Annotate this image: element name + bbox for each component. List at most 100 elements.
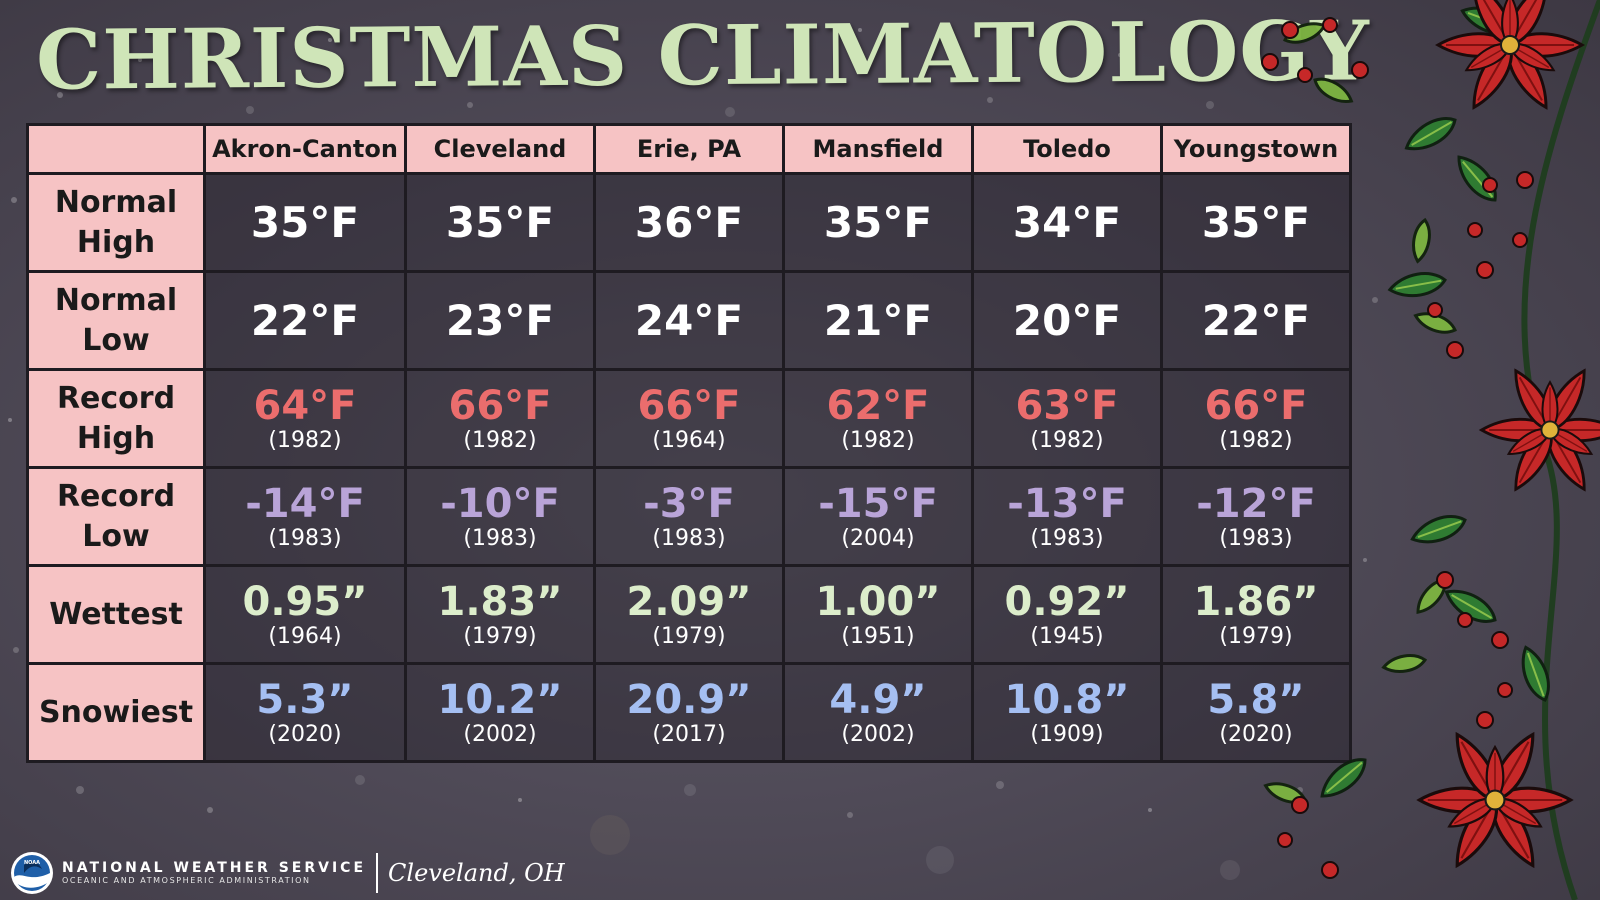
data-cell: 36°F: [593, 172, 785, 273]
cell-value: 34°F: [1012, 197, 1122, 247]
cell-year: (1983): [1219, 525, 1293, 551]
cell-year: (1982): [268, 427, 342, 453]
cell-value: 23°F: [445, 295, 555, 345]
cell-year: (1964): [652, 427, 726, 453]
data-cell: 0.92” (1945): [971, 564, 1163, 665]
cell-value: 21°F: [823, 295, 933, 345]
cell-year: (1951): [841, 623, 915, 649]
column-header-erie: Erie, PA: [593, 123, 785, 175]
cell-year: (1982): [1219, 427, 1293, 453]
column-header-youngstown: Youngstown: [1160, 123, 1352, 175]
data-cell: 21°F: [782, 270, 974, 371]
climatology-table: Akron-Canton Cleveland Erie, PA Mansfiel…: [26, 123, 1352, 763]
table-row: Normal High 35°F 35°F 36°F 35°F 34°F 35°F: [26, 172, 1352, 273]
data-cell: 22°F: [203, 270, 407, 371]
cell-value: 64°F: [253, 382, 357, 429]
cell-value: -3°F: [643, 480, 735, 527]
row-header-line: Record: [56, 380, 176, 416]
data-cell: 1.83” (1979): [404, 564, 596, 665]
page-title: CHRISTMAS CLIMATOLOGY: [35, 3, 1371, 109]
cell-year: (1979): [463, 623, 537, 649]
data-cell: 66°F (1982): [404, 368, 596, 469]
cell-value: 35°F: [1201, 197, 1311, 247]
cell-year: (1983): [652, 525, 726, 551]
cell-value: 10.2”: [437, 676, 563, 723]
cell-value: 4.9”: [829, 676, 927, 723]
header-row: Akron-Canton Cleveland Erie, PA Mansfiel…: [26, 123, 1352, 175]
cell-value: 0.95”: [242, 578, 368, 625]
cell-value: 5.3”: [256, 676, 354, 723]
cell-value: 20.9”: [626, 676, 752, 723]
cell-year: (2002): [463, 721, 537, 747]
cell-value: 0.92”: [1004, 578, 1130, 625]
cell-year: (1979): [652, 623, 726, 649]
data-cell: 5.8” (2020): [1160, 662, 1352, 763]
data-cell: 20°F: [971, 270, 1163, 371]
cell-year: (1909): [1030, 721, 1104, 747]
cell-value: 36°F: [634, 197, 744, 247]
cell-year: (1983): [463, 525, 537, 551]
cell-value: 22°F: [1201, 295, 1311, 345]
data-cell: 35°F: [203, 172, 407, 273]
noaa-logo-icon: NOAA: [11, 852, 53, 894]
cell-year: (1983): [268, 525, 342, 551]
data-cell: 0.95” (1964): [203, 564, 407, 665]
footer-branding: NOAA NATIONAL WEATHER SERVICE OCEANIC AN…: [10, 848, 565, 898]
data-cell: 4.9” (2002): [782, 662, 974, 763]
data-cell: 63°F (1982): [971, 368, 1163, 469]
cell-value: 24°F: [634, 295, 744, 345]
table-row: Record High 64°F (1982) 66°F (1982) 66°F (1964)…: [26, 368, 1352, 469]
data-cell: 22°F: [1160, 270, 1352, 371]
data-cell: 66°F (1964): [593, 368, 785, 469]
row-header-line: Snowiest: [38, 694, 194, 730]
row-header-line: Wettest: [49, 596, 183, 632]
data-cell: 24°F: [593, 270, 785, 371]
table-row: Record Low -14°F (1983) -10°F (1983) -3°F (1983…: [26, 466, 1352, 567]
column-header-cleveland: Cleveland: [404, 123, 596, 175]
data-cell: 34°F: [971, 172, 1163, 273]
row-header-line: High: [76, 224, 156, 260]
cell-year: (1964): [268, 623, 342, 649]
cell-value: 62°F: [826, 382, 930, 429]
data-cell: 5.3” (2020): [203, 662, 407, 763]
data-cell: 35°F: [404, 172, 596, 273]
data-cell: 62°F (1982): [782, 368, 974, 469]
data-cell: 1.86” (1979): [1160, 564, 1352, 665]
data-cell: 64°F (1982): [203, 368, 407, 469]
subagency-name: OCEANIC AND ATMOSPHERIC ADMINISTRATION: [62, 876, 311, 885]
nws-wordmark: NATIONAL WEATHER SERVICE OCEANIC AND ATM…: [62, 860, 366, 886]
cell-value: 10.8”: [1004, 676, 1130, 723]
cell-value: 66°F: [1204, 382, 1308, 429]
cell-year: (1945): [1030, 623, 1104, 649]
cell-value: -13°F: [1007, 480, 1127, 527]
row-header-line: Record: [56, 478, 176, 514]
data-cell: -3°F (1983): [593, 466, 785, 567]
data-cell: -10°F (1983): [404, 466, 596, 567]
cell-year: (1983): [1030, 525, 1104, 551]
cell-value: 22°F: [250, 295, 360, 345]
cell-year: (2020): [1219, 721, 1293, 747]
table-row: Wettest 0.95” (1964) 1.83” (1979) 2.09” (1979)…: [26, 564, 1352, 665]
svg-text:NOAA: NOAA: [24, 860, 40, 866]
data-cell: -13°F (1983): [971, 466, 1163, 567]
data-cell: 35°F: [1160, 172, 1352, 273]
data-cell: 35°F: [782, 172, 974, 273]
row-header: Record Low: [26, 466, 206, 567]
cell-value: 35°F: [823, 197, 933, 247]
footer-divider: [376, 853, 379, 893]
cell-value: 1.86”: [1193, 578, 1319, 625]
cell-value: -10°F: [440, 480, 560, 527]
row-header: Normal Low: [26, 270, 206, 371]
cell-value: 1.00”: [815, 578, 941, 625]
cell-year: (2002): [841, 721, 915, 747]
cell-year: (1982): [463, 427, 537, 453]
cell-year: (2017): [652, 721, 726, 747]
cell-year: (2004): [841, 525, 915, 551]
cell-value: -12°F: [1196, 480, 1316, 527]
row-header-line: Normal: [54, 282, 178, 318]
row-header-line: Low: [82, 322, 150, 358]
cell-value: 63°F: [1015, 382, 1119, 429]
cell-value: 35°F: [250, 197, 360, 247]
poinsettia-middle: [1482, 365, 1600, 494]
data-cell: 23°F: [404, 270, 596, 371]
